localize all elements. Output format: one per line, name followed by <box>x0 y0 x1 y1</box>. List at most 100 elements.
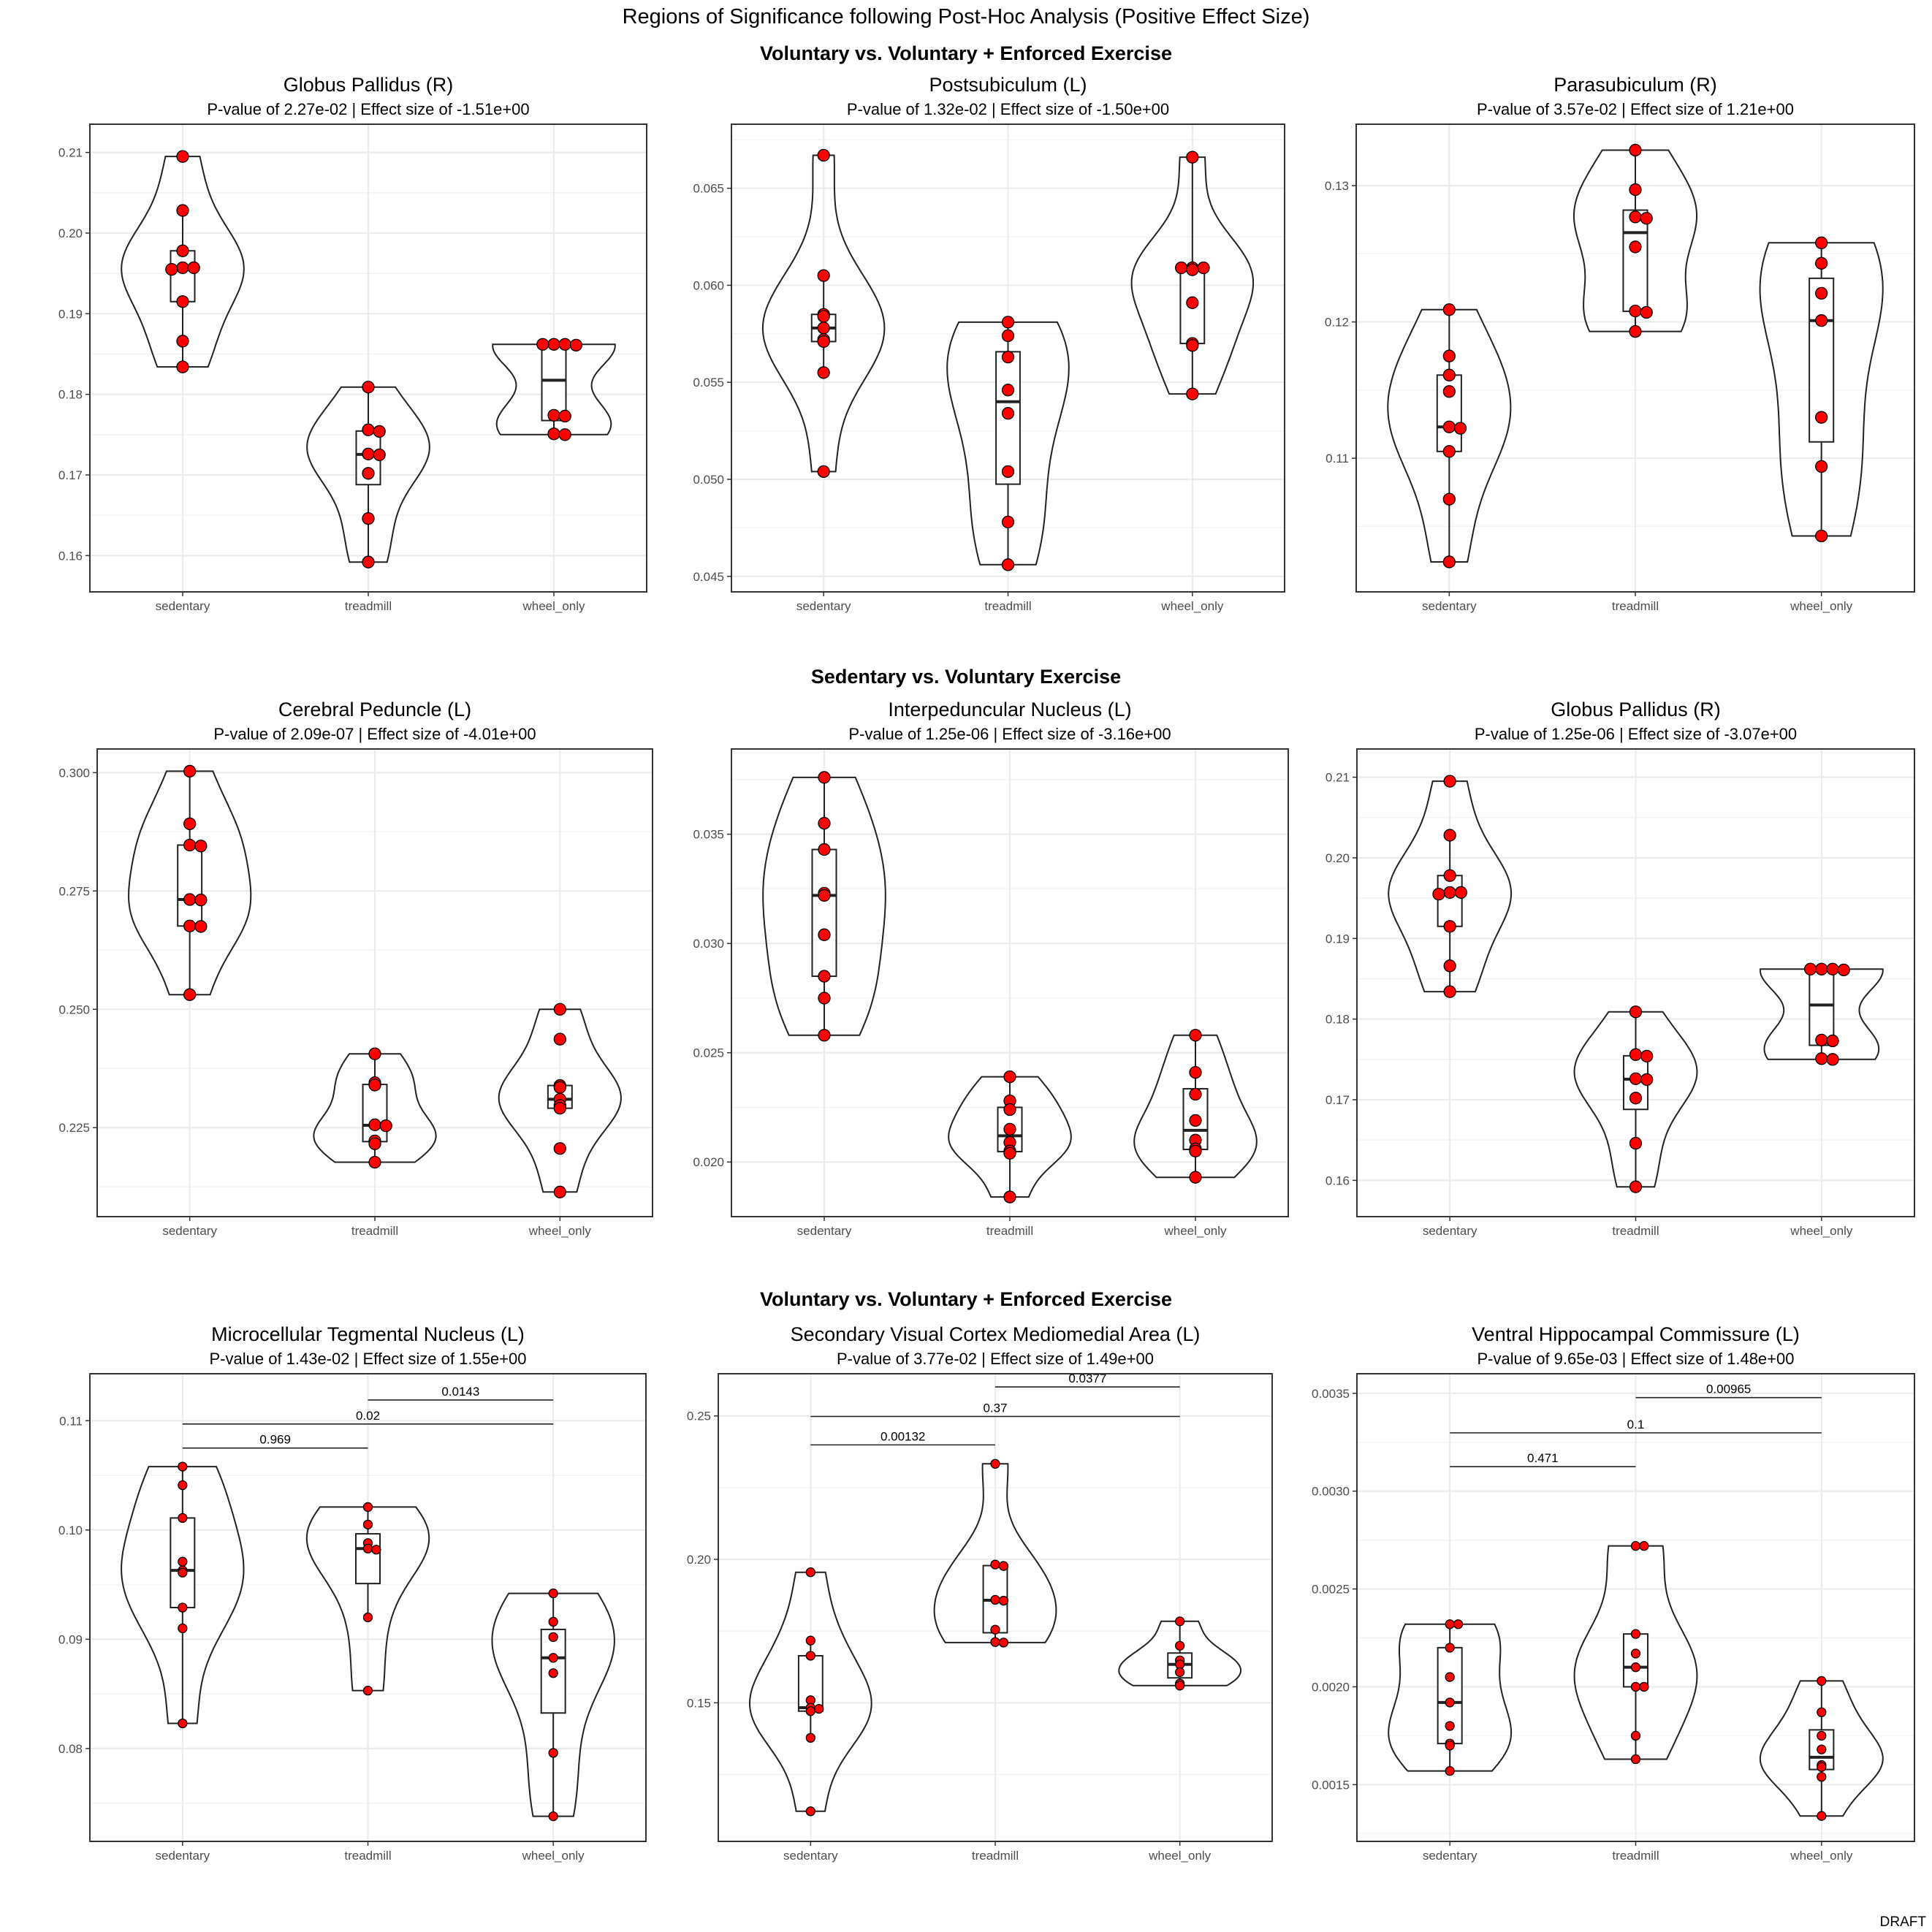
violin-wheel_only <box>1759 1680 1884 1817</box>
violin-treadmill <box>313 1053 437 1163</box>
y-tick-label: 0.050 <box>693 473 724 487</box>
box-treadmill <box>362 1084 388 1143</box>
data-point <box>1629 324 1642 338</box>
y-tick-label: 0.21 <box>1326 771 1350 785</box>
y-tick-label: 0.035 <box>693 828 724 842</box>
data-point <box>548 1811 558 1822</box>
y-tick-label: 0.020 <box>693 1155 724 1169</box>
x-tick-label: wheel_only <box>528 1224 592 1238</box>
box-sedentary <box>170 250 196 303</box>
data-point <box>1189 1144 1202 1157</box>
data-point <box>1837 963 1850 976</box>
x-tick-label: wheel_only <box>522 599 585 613</box>
data-point <box>569 338 583 351</box>
data-point <box>558 409 571 423</box>
data-point <box>1629 183 1642 197</box>
data-point <box>536 338 549 351</box>
data-point <box>817 366 830 379</box>
data-point <box>178 1461 188 1472</box>
data-point <box>1815 411 1828 424</box>
x-tick-label: sedentary <box>156 599 210 613</box>
data-point <box>1443 886 1456 900</box>
x-tick-label: wheel_only <box>1790 1224 1853 1238</box>
data-point <box>1629 240 1642 254</box>
data-point <box>1815 256 1828 270</box>
data-point <box>818 928 831 941</box>
row-title-1: Voluntary vs. Voluntary + Enforced Exerc… <box>760 42 1172 64</box>
data-point <box>1001 515 1015 529</box>
data-point <box>1443 959 1456 973</box>
data-point <box>178 1718 188 1729</box>
data-point <box>187 261 200 275</box>
data-point <box>1629 1048 1643 1061</box>
y-tick-label: 0.225 <box>58 1121 90 1135</box>
data-point <box>1189 1087 1202 1101</box>
data-point <box>1186 387 1199 400</box>
panel-9: Ventral Hippocampal Commissure (L) P-valu… <box>1312 1323 1915 1863</box>
data-point <box>1442 420 1456 433</box>
panels-grid: Globus Pallidus (R) P-value of 2.27e-02 |… <box>58 74 1915 1863</box>
data-point <box>1815 1033 1828 1046</box>
data-point <box>183 838 197 852</box>
comparison-pvalue: 0.0143 <box>441 1385 479 1399</box>
y-tick-label: 0.0020 <box>1312 1680 1350 1694</box>
violin-wheel_only <box>492 343 616 436</box>
data-point <box>1197 261 1210 275</box>
violin-wheel_only <box>1759 242 1884 537</box>
data-point <box>1640 1073 1654 1087</box>
y-tick-label: 0.065 <box>693 182 724 196</box>
data-point <box>1445 1741 1455 1751</box>
x-tick-label: wheel_only <box>1790 599 1853 613</box>
x-tick-label: wheel_only <box>1148 1849 1212 1863</box>
data-point <box>548 1653 558 1663</box>
x-tick-label: wheel_only <box>522 1849 585 1863</box>
data-point <box>553 1032 566 1046</box>
panel-subtitle: P-value of 2.09e-07 | Effect size of -4.… <box>213 725 536 743</box>
panel-border <box>1356 748 1915 1217</box>
data-point <box>1630 1662 1641 1673</box>
x-tick-label: sedentary <box>1423 1224 1477 1238</box>
data-point <box>1189 1029 1202 1042</box>
data-point <box>1186 263 1199 276</box>
x-tick-label: treadmill <box>1612 1224 1659 1238</box>
y-tick-label: 0.19 <box>58 307 83 321</box>
violin-treadmill <box>306 386 430 563</box>
data-point <box>818 889 831 902</box>
data-point <box>1815 529 1828 543</box>
data-point <box>362 1685 373 1696</box>
y-tick-label: 0.055 <box>693 376 724 389</box>
data-point <box>1175 1616 1185 1627</box>
data-point <box>558 338 571 351</box>
panel-7: Microcellular Tegmental Nucleus (L) P-val… <box>58 1323 647 1863</box>
panel-5: Interpeduncular Nucleus (L) P-value of 1.… <box>693 699 1289 1238</box>
violin-sedentary <box>1388 780 1513 993</box>
box-sedentary <box>177 844 203 927</box>
data-point <box>553 1185 566 1198</box>
data-point <box>362 511 375 525</box>
data-point <box>990 1637 1000 1647</box>
y-tick-label: 0.19 <box>1326 932 1350 946</box>
data-point <box>1629 1136 1643 1150</box>
data-point <box>1454 886 1468 900</box>
data-point <box>176 244 189 257</box>
panel-title: Interpeduncular Nucleus (L) <box>888 699 1131 720</box>
data-point <box>1443 920 1456 933</box>
data-point <box>1817 1771 1827 1782</box>
data-point <box>1826 962 1839 975</box>
panel-subtitle: P-value of 3.57e-02 | Effect size of 1.2… <box>1477 100 1794 118</box>
data-point <box>1442 303 1456 316</box>
data-point <box>176 335 189 348</box>
row-title-3: Voluntary vs. Voluntary + Enforced Exerc… <box>760 1288 1172 1310</box>
x-tick-label: wheel_only <box>1163 1224 1227 1238</box>
panel-title: Ventral Hippocampal Commissure (L) <box>1472 1323 1800 1345</box>
data-point <box>368 1155 381 1169</box>
x-tick-label: wheel_only <box>1790 1849 1853 1863</box>
y-tick-label: 0.15 <box>687 1696 711 1710</box>
y-tick-label: 0.17 <box>58 468 83 482</box>
data-point <box>1001 316 1015 329</box>
data-point <box>176 261 189 275</box>
y-tick-label: 0.030 <box>693 937 724 951</box>
data-point <box>548 1632 558 1643</box>
data-point <box>1442 349 1456 362</box>
